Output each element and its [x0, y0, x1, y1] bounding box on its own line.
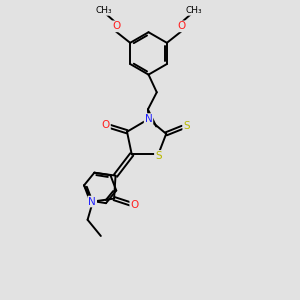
Text: O: O	[130, 200, 139, 210]
Text: O: O	[102, 120, 110, 130]
Text: S: S	[155, 151, 162, 161]
Text: CH₃: CH₃	[95, 6, 112, 15]
Text: N: N	[145, 114, 152, 124]
Text: O: O	[177, 21, 185, 31]
Text: S: S	[183, 121, 190, 131]
Text: N: N	[88, 196, 96, 206]
Text: O: O	[112, 21, 120, 31]
Text: CH₃: CH₃	[185, 6, 202, 15]
